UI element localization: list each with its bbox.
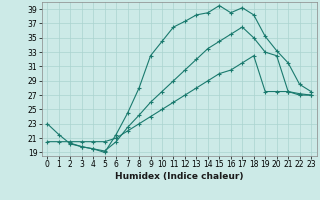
X-axis label: Humidex (Indice chaleur): Humidex (Indice chaleur) xyxy=(115,172,244,181)
